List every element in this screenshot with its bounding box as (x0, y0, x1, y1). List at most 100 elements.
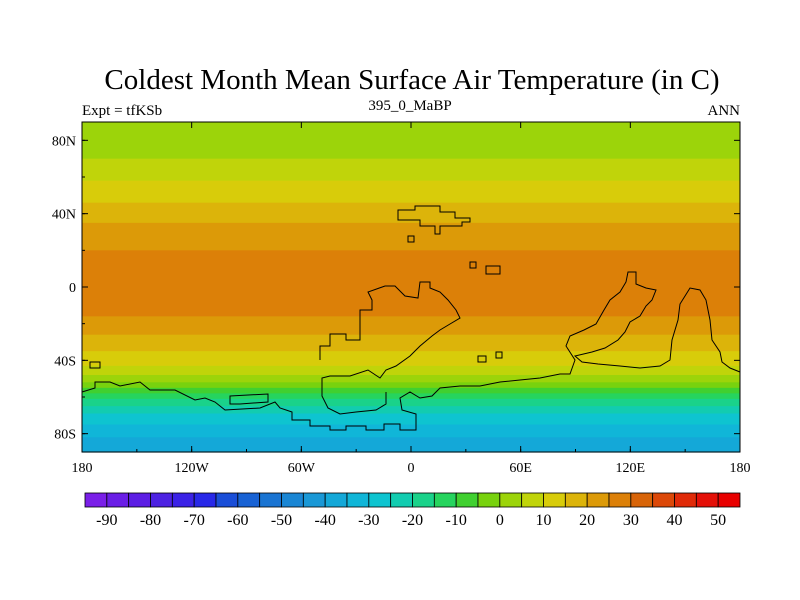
colorbar-label: -30 (358, 512, 379, 529)
colorbar-swatch (368, 492, 392, 508)
field-band (82, 180, 740, 184)
field-band (82, 254, 740, 257)
coastline-isle-south-3 (89, 361, 101, 369)
field-band (82, 353, 740, 356)
field-band (82, 356, 740, 360)
field-band (82, 316, 740, 319)
x-tick-label: 180 (730, 461, 751, 476)
field-band (82, 358, 740, 361)
field-band (82, 318, 740, 321)
field-band (82, 442, 740, 446)
x-axis: 180 120W 60W 0 60E 120E 180 (72, 122, 751, 476)
field-band (82, 268, 740, 272)
field-band (82, 177, 740, 180)
field-band (82, 360, 740, 363)
colorbar-label: 20 (579, 512, 595, 529)
field-band (82, 334, 740, 338)
field-band (82, 149, 740, 152)
field-band (82, 395, 740, 398)
coastline-north-isle-1 (407, 235, 415, 243)
field-band (82, 309, 740, 312)
field-band (82, 415, 740, 418)
field-band (82, 189, 740, 193)
field-band (82, 131, 740, 134)
field-band (82, 197, 740, 200)
colorbar-swatch (608, 492, 632, 508)
field-band (82, 444, 740, 448)
coastline-isle-south-2 (495, 351, 503, 359)
field-band (82, 169, 740, 173)
field-band (82, 430, 740, 433)
field-band (82, 387, 740, 391)
colorbar-label: 0 (496, 512, 504, 529)
field-band (82, 298, 740, 301)
field-band (82, 329, 740, 332)
field-band (82, 206, 740, 209)
field-band (82, 261, 740, 264)
field-band (82, 382, 740, 385)
field-band (82, 259, 740, 262)
field-band (82, 213, 740, 217)
field-band (82, 408, 740, 411)
colorbar-label: -40 (315, 512, 336, 529)
field-band (82, 200, 740, 204)
field-band (82, 147, 740, 151)
field-band (82, 433, 740, 437)
field-band (82, 345, 740, 349)
field-band (82, 397, 740, 400)
season-label: ANN (708, 103, 741, 119)
field-band (82, 320, 740, 323)
field-band (82, 340, 740, 343)
colorbar-swatch (259, 492, 282, 508)
field-band (82, 166, 740, 169)
field-band (82, 378, 740, 382)
field-band (82, 417, 740, 420)
field-band (82, 134, 740, 138)
field-band (82, 221, 740, 224)
y-tick-label: 0 (69, 281, 76, 296)
field-band (82, 129, 740, 132)
x-tick-label: 60E (509, 461, 532, 476)
colorbar: -90 -80 -70 -60 -50 -40 -30 -20 -10 0 10 20 30 40 50 (84, 492, 741, 529)
field-band (82, 226, 740, 229)
field-band (82, 435, 740, 438)
colorbar-swatch (695, 492, 719, 508)
field-band (82, 283, 740, 286)
field-band (82, 276, 740, 279)
field-band (82, 274, 740, 277)
field-band (82, 142, 740, 145)
colorbar-label: 50 (710, 512, 726, 529)
field-band (82, 211, 740, 215)
field-band (82, 144, 740, 147)
field-band (82, 153, 740, 156)
coastline-north-isle-2 (469, 261, 477, 269)
colorbar-swatch (543, 492, 566, 508)
colorbar-swatch (106, 492, 130, 508)
colorbar-label: -10 (446, 512, 467, 529)
x-tick-label: 0 (408, 461, 415, 476)
field-band (82, 354, 740, 358)
colorbar-swatch (564, 492, 588, 508)
field-band (82, 255, 740, 259)
field-band (82, 428, 740, 431)
field-band (82, 173, 740, 176)
colorbar-swatch (390, 492, 413, 508)
field-band (82, 325, 740, 328)
field-band (82, 208, 740, 211)
field-band (82, 222, 740, 226)
field-band (82, 299, 740, 303)
field-band (82, 343, 740, 347)
colorbar-swatch (281, 492, 304, 508)
colorbar-swatch (477, 492, 501, 508)
field-band (82, 303, 740, 306)
field-band (82, 305, 740, 308)
y-tick-label: 80S (54, 428, 76, 443)
colorbar-swatch (674, 492, 697, 508)
field-band (82, 323, 740, 327)
field-band (82, 244, 740, 248)
coastlines (81, 205, 741, 431)
field-band (82, 232, 740, 235)
colorbar-label: -20 (402, 512, 423, 529)
field-band (82, 127, 740, 130)
field-band (82, 193, 740, 196)
